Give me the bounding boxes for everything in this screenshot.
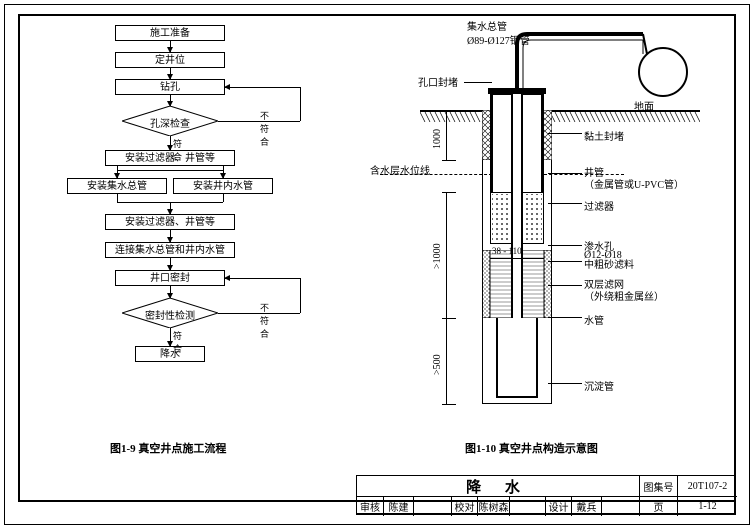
label-pass: 符合 xyxy=(173,137,182,163)
dim-line xyxy=(446,192,447,318)
sheet-title: 降 水 xyxy=(466,476,530,497)
header-pipe xyxy=(513,30,693,116)
arrow xyxy=(170,202,171,214)
node-n6: 安装过滤器、井管等 xyxy=(105,214,235,230)
arrow xyxy=(170,136,171,150)
connector xyxy=(225,278,300,279)
node-n1: 施工准备 xyxy=(115,25,225,41)
leader xyxy=(548,245,582,246)
dim-tick xyxy=(442,160,456,161)
arrow xyxy=(170,328,171,346)
arrow xyxy=(170,68,171,79)
leader xyxy=(548,285,582,286)
dim-text: >500 xyxy=(432,354,443,375)
page-value: 1-12 xyxy=(677,496,737,516)
section-caption: 图1-10 真空井点构造示意图 xyxy=(465,440,598,456)
title-block: 降 水 图集号 20T107-2 审核 陈建 校对 陈树森 设计 戴兵 页 1-… xyxy=(356,475,736,515)
sec-label: Ø89-Ø127钢管 xyxy=(467,32,530,47)
arrow xyxy=(170,41,171,52)
sec-label: 地面 xyxy=(634,98,654,113)
flow-caption: 图1-9 真空井点施工流程 xyxy=(110,440,226,456)
dim-line xyxy=(446,110,447,160)
connector xyxy=(300,278,301,313)
sec-label: 孔口封堵 xyxy=(418,74,458,89)
node-n3: 钻孔 xyxy=(115,79,225,95)
sec-label: 水管 xyxy=(584,312,604,327)
arrow xyxy=(170,286,171,298)
sediment-pipe xyxy=(496,318,538,398)
decision-d1: 孔深检查 xyxy=(122,106,218,136)
leader xyxy=(548,383,582,384)
connector xyxy=(117,194,118,202)
connector xyxy=(225,87,300,88)
connector xyxy=(218,121,300,122)
node-n5a: 安装集水总管 xyxy=(67,178,167,194)
leader xyxy=(548,261,582,262)
arrow xyxy=(170,95,171,106)
name-1: 陈建 xyxy=(383,496,413,516)
name-2: 陈树森 xyxy=(477,496,509,516)
leader xyxy=(464,82,492,83)
connector xyxy=(300,87,301,121)
name-3: 戴兵 xyxy=(571,496,601,516)
leader xyxy=(548,317,582,318)
sec-label: 过滤器 xyxy=(584,198,614,213)
arrow xyxy=(170,258,171,270)
arrow xyxy=(117,166,118,178)
connector xyxy=(218,313,300,314)
decision-d2: 密封性检测 xyxy=(122,298,218,328)
label-pass: 符合 xyxy=(173,329,182,355)
role-3: 设计 xyxy=(545,496,571,516)
arrow xyxy=(170,230,171,242)
dim-tick xyxy=(442,404,456,405)
dim-tick xyxy=(442,192,456,193)
ground-hatch xyxy=(420,112,484,122)
connector xyxy=(223,194,224,202)
arrow xyxy=(223,166,224,178)
leader xyxy=(548,173,582,174)
sec-label: 集水总管 xyxy=(467,18,507,33)
role-1: 审核 xyxy=(357,496,383,516)
node-n7: 连接集水总管和井内水管 xyxy=(105,242,235,258)
node-n8: 井口密封 xyxy=(115,270,225,286)
sec-label: 黏土封堵 xyxy=(584,128,624,143)
node-n2: 定井位 xyxy=(115,52,225,68)
arrowhead xyxy=(224,84,230,90)
label-fail: 不符合 xyxy=(260,301,269,340)
node-n5b: 安装井内水管 xyxy=(173,178,273,194)
dim-text: >1000 xyxy=(432,243,443,269)
dim-text: 1000 xyxy=(432,129,443,149)
leader xyxy=(548,133,582,134)
leader xyxy=(548,203,582,204)
connector xyxy=(117,170,223,171)
sec-label: （外绕粗金属丝） xyxy=(584,288,664,303)
arrowhead xyxy=(224,275,230,281)
set-value: 20T107-2 xyxy=(677,476,737,496)
sec-label: 含水层水位线 xyxy=(370,162,430,177)
dim-text: 38 - 110 xyxy=(492,246,522,256)
role-2: 校对 xyxy=(451,496,477,516)
label-fail: 不符合 xyxy=(260,109,269,148)
dim-tick xyxy=(442,318,456,319)
node-n4: 安装过滤器、井管等 xyxy=(105,150,235,166)
sec-label: 沉淀管 xyxy=(584,378,614,393)
dim-line xyxy=(446,318,447,404)
sec-label: （金属管或U-PVC管） xyxy=(584,176,684,191)
dim-line xyxy=(490,258,544,259)
node-n9: 降水 xyxy=(135,346,205,362)
dim-tick xyxy=(442,110,456,111)
sec-label: 中粗砂滤料 xyxy=(584,256,634,271)
set-label: 图集号 xyxy=(639,476,677,496)
page-label: 页 xyxy=(639,496,677,516)
